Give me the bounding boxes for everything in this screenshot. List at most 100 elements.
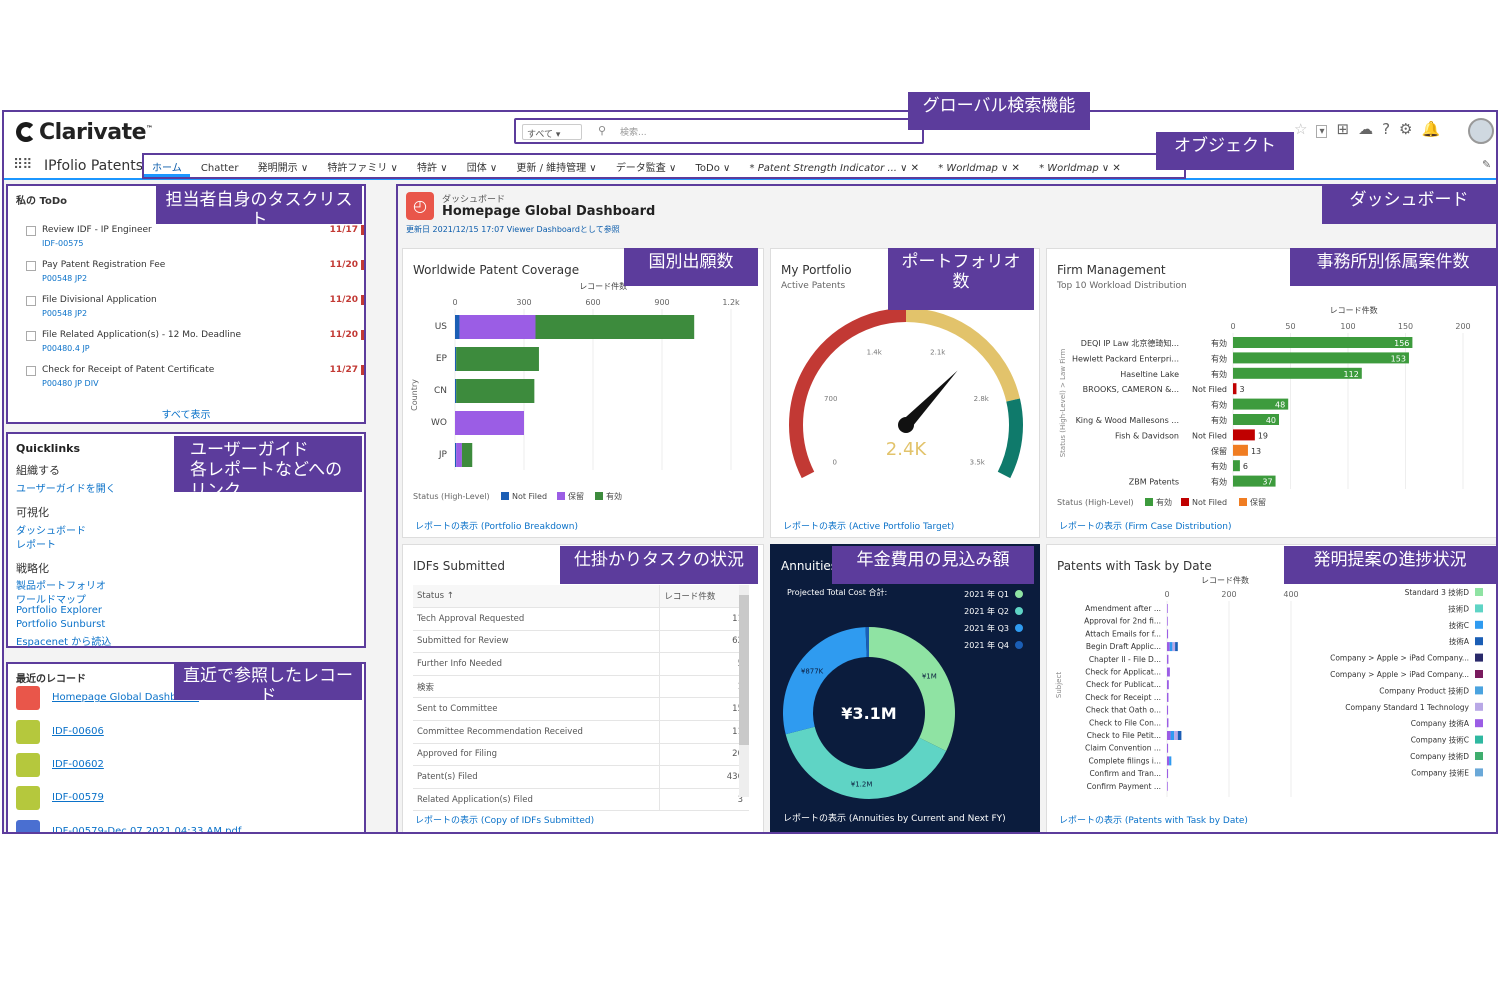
clarivate-logo[interactable]: Clarivate™ [16, 120, 153, 145]
todo-item[interactable]: Pay Patent Registration Fee P00548 JP2 11/… [26, 259, 364, 293]
todo-item-record[interactable]: P00548 JP2 [42, 309, 88, 318]
recent-record-item[interactable]: IDF-00579 [16, 786, 316, 812]
todo-item-record[interactable]: P00548 JP2 [42, 274, 88, 283]
legend-label: 2021 年 Q3 [964, 623, 1009, 633]
bar-segment [1169, 642, 1173, 652]
status-column-header[interactable]: Status ↑ [413, 585, 660, 609]
bar-segment [1167, 642, 1170, 652]
gauge-tick-label: 700 [824, 395, 837, 403]
legend-label: 2021 年 Q1 [964, 589, 1009, 599]
tab-patent[interactable]: 特許 ∨ [417, 163, 448, 174]
favorites-star-icon[interactable]: ☆ [1294, 120, 1308, 138]
app-launcher-icon[interactable]: ⠿⠿ [13, 157, 32, 173]
search-scope-dropdown[interactable]: すべて ▾ [522, 124, 582, 140]
scrollbar-thumb[interactable] [739, 595, 749, 745]
table-scrollbar[interactable] [739, 585, 749, 797]
donut-slice [865, 627, 869, 658]
global-add-icon[interactable]: ⊞ [1336, 120, 1350, 138]
todo-item[interactable]: File Related Application(s) - 12 Mo. Dea… [26, 329, 364, 363]
favorites-dropdown-icon[interactable]: ▾ [1316, 125, 1328, 138]
table-row[interactable]: Submitted for Review 62 [413, 630, 749, 654]
tab-home[interactable]: ホーム [144, 155, 190, 177]
recent-record-item[interactable]: IDF-00579-Dec 07 2021 04:33 AM.pdf [16, 820, 316, 834]
notifications-bell-icon[interactable]: 🔔 [1421, 120, 1441, 138]
recent-record-item[interactable]: IDF-00602 [16, 753, 316, 779]
portfolio-report-link[interactable]: レポートの表示 (Active Portfolio Target) [783, 522, 955, 532]
trailhead-icon[interactable]: ☁ [1358, 120, 1374, 138]
firm-chart: レコード件数 0 50 100 150 200 Status (High-Level) > … [1057, 305, 1471, 507]
todo-checkbox[interactable] [26, 366, 36, 376]
bar-segment [455, 411, 524, 435]
recent-record-link[interactable]: Homepage Global Dashboard [52, 692, 200, 703]
search-input[interactable]: 検索... [620, 128, 647, 138]
legend-swatch [1475, 670, 1483, 678]
recent-record-link[interactable]: IDF-00606 [52, 726, 104, 737]
portfolio-explorer-link[interactable]: Portfolio Explorer [16, 605, 102, 616]
espacenet-link[interactable]: Espacenet から読込 [16, 637, 112, 648]
table-row[interactable]: Committee Recommendation Received 11 [413, 720, 749, 744]
status-label: Not Filed [1192, 385, 1227, 394]
table-row[interactable]: Tech Approval Requested 11 [413, 607, 749, 631]
todo-checkbox[interactable] [26, 261, 36, 271]
coverage-report-link[interactable]: レポートの表示 (Portfolio Breakdown) [415, 522, 578, 532]
todo-item-date: 11/20 [330, 260, 364, 270]
product-portfolio-link[interactable]: 製品ポートフォリオ [16, 581, 106, 592]
dashboard-link[interactable]: ダッシュボード [16, 526, 86, 537]
tasks-report-link[interactable]: レポートの表示 (Patents with Task by Date) [1059, 816, 1248, 826]
todo-checkbox[interactable] [26, 331, 36, 341]
user-guide-link[interactable]: ユーザーガイドを開く [16, 484, 116, 495]
count-cell: 1 [659, 675, 749, 699]
tab-chatter[interactable]: Chatter [200, 163, 239, 174]
table-row[interactable]: Sent to Committee 15 [413, 697, 749, 722]
count-column-header[interactable]: レコード件数 [659, 585, 749, 609]
edit-nav-pencil-icon[interactable]: ✎ [1482, 158, 1492, 171]
legend-label: 有効 [1156, 497, 1172, 507]
bar [1233, 444, 1248, 456]
tab-worldmap-2[interactable]: * Worldmap ∨ ✕ [1039, 163, 1121, 174]
tab-todo[interactable]: ToDo ∨ [695, 163, 731, 174]
todo-item[interactable]: Review IDF - IP Engineer IDF-00575 11/17 [26, 224, 364, 258]
table-row[interactable]: 検索1 [413, 675, 749, 699]
todo-item[interactable]: File Divisional Application P00548 JP2 11/… [26, 294, 364, 328]
recent-record-link[interactable]: IDF-00579-Dec 07 2021 04:33 AM.pdf [52, 826, 242, 834]
todo-item[interactable]: Check for Receipt of Patent Certificate P… [26, 364, 364, 398]
recent-record-item[interactable]: Homepage Global Dashboard [16, 686, 316, 712]
recent-record-link[interactable]: IDF-00579 [52, 792, 104, 803]
x-axis-label: レコード件数 [579, 281, 627, 291]
table-row[interactable]: Approved for Filing 20 [413, 743, 749, 767]
todo-view-all-link[interactable]: すべて表示 [161, 410, 211, 421]
todo-checkbox[interactable] [26, 226, 36, 236]
todo-checkbox[interactable] [26, 296, 36, 306]
portfolio-sunburst-link[interactable]: Portfolio Sunburst [16, 619, 106, 630]
worldmap-link[interactable]: ワールドマップ [16, 595, 86, 606]
tab-invention-disclosure[interactable]: 発明開示 ∨ [257, 163, 309, 174]
todo-item-record[interactable]: P00480.4 JP [42, 344, 90, 353]
firm-label: DEQI IP Law 北京德琦知... [1081, 338, 1179, 348]
data-label: 112 [1344, 370, 1359, 379]
setup-gear-icon[interactable]: ⚙ [1399, 120, 1413, 138]
firm-report-link[interactable]: レポートの表示 (Firm Case Distribution) [1059, 522, 1232, 532]
annuities-report-link[interactable]: レポートの表示 (Annuities by Current and Next F… [783, 814, 1006, 824]
help-icon[interactable]: ? [1382, 120, 1391, 138]
user-avatar[interactable] [1468, 118, 1494, 144]
legend-swatch [1475, 620, 1483, 629]
x-tick-label: 150 [1398, 322, 1413, 331]
tab-worldmap-1[interactable]: * Worldmap ∨ ✕ [938, 163, 1020, 174]
recent-record-item[interactable]: IDF-00606 [16, 720, 316, 746]
idfs-report-link[interactable]: レポートの表示 (Copy of IDFs Submitted) [415, 816, 595, 826]
callout-recent: 直近で参照したレコード [174, 662, 362, 706]
table-row[interactable]: Patent(s) Filed 436 [413, 765, 749, 789]
tab-data-audit[interactable]: データ監査 ∨ [615, 163, 677, 174]
todo-item-record[interactable]: P00480 JP DIV [42, 379, 99, 388]
tab-organization[interactable]: 団体 ∨ [466, 163, 498, 174]
global-search[interactable]: すべて ▾ ⚲ 検索... [514, 118, 924, 144]
todo-item-date: 11/20 [330, 295, 364, 305]
table-row[interactable]: Further Info Needed5 [413, 652, 749, 676]
todo-item-record[interactable]: IDF-00575 [42, 239, 84, 248]
table-row[interactable]: Related Application(s) Filed 3 [413, 788, 749, 812]
report-link[interactable]: レポート [16, 540, 56, 551]
tab-patent-family[interactable]: 特許ファミリ ∨ [327, 163, 398, 174]
recent-record-link[interactable]: IDF-00602 [52, 759, 104, 770]
tab-patent-strength[interactable]: * Patent Strength Indicator ... ∨ ✕ [749, 163, 919, 174]
tab-renewal[interactable]: 更新 / 維持管理 ∨ [516, 163, 597, 174]
